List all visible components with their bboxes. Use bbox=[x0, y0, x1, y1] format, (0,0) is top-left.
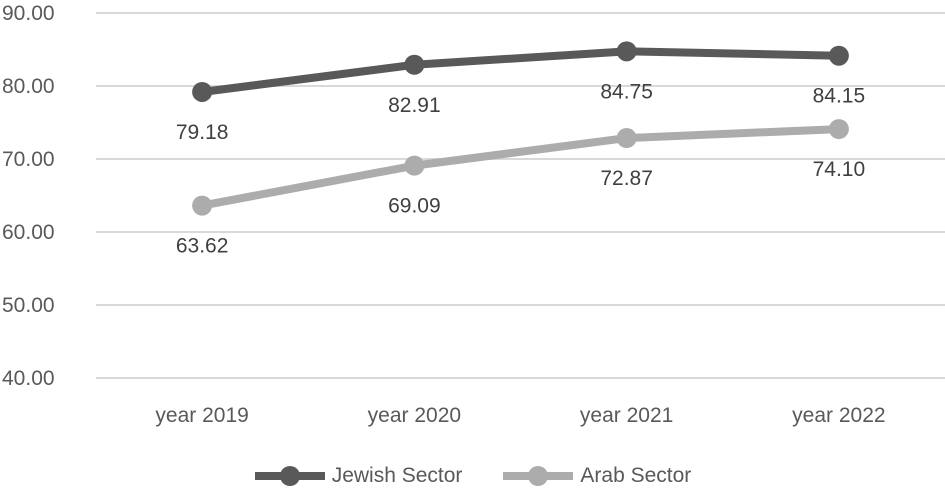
series-line-jewish-sector bbox=[201, 47, 839, 96]
legend-marker bbox=[279, 466, 300, 486]
data-point bbox=[192, 195, 213, 216]
data-label: 74.10 bbox=[813, 158, 866, 181]
data-point bbox=[828, 119, 849, 140]
legend: Jewish Sector Arab Sector bbox=[0, 465, 945, 487]
x-tick-label: year 2019 bbox=[155, 404, 248, 427]
data-label: 79.18 bbox=[176, 121, 229, 144]
legend-label: Jewish Sector bbox=[331, 464, 463, 487]
data-point bbox=[616, 41, 637, 62]
data-point bbox=[828, 45, 849, 66]
y-tick-label: 90.00 bbox=[2, 2, 55, 25]
y-tick-label: 70.00 bbox=[2, 148, 55, 171]
data-label: 63.62 bbox=[176, 235, 229, 258]
series-line-arab-sector bbox=[201, 125, 840, 210]
y-tick-label: 80.00 bbox=[2, 75, 55, 98]
plot-area: 90.00 80.00 70.00 60.00 50.00 40.00 year 2019 y… bbox=[2, 2, 945, 427]
data-label: 72.87 bbox=[600, 167, 653, 190]
legend-label: Arab Sector bbox=[580, 464, 692, 487]
data-point bbox=[616, 128, 637, 149]
data-label: 84.75 bbox=[600, 80, 653, 103]
data-point bbox=[404, 155, 425, 176]
legend-item-arab-sector: Arab Sector bbox=[502, 465, 691, 487]
x-tick-label: year 2022 bbox=[792, 404, 885, 427]
y-tick-label: 40.00 bbox=[2, 367, 55, 390]
legend-marker bbox=[528, 466, 549, 486]
data-label: 82.91 bbox=[388, 94, 441, 117]
y-tick-label: 50.00 bbox=[2, 294, 55, 317]
data-label: 84.15 bbox=[813, 85, 866, 108]
x-tick-label: year 2020 bbox=[368, 404, 461, 427]
legend-line-marker bbox=[503, 466, 574, 486]
y-tick-label: 60.00 bbox=[2, 221, 55, 244]
legend-item-jewish-sector: Jewish Sector bbox=[254, 464, 463, 487]
x-tick-label: year 2021 bbox=[580, 404, 673, 427]
data-point bbox=[192, 81, 213, 102]
legend-line-marker bbox=[254, 466, 325, 486]
data-label: 69.09 bbox=[388, 195, 441, 218]
data-point bbox=[404, 54, 425, 75]
